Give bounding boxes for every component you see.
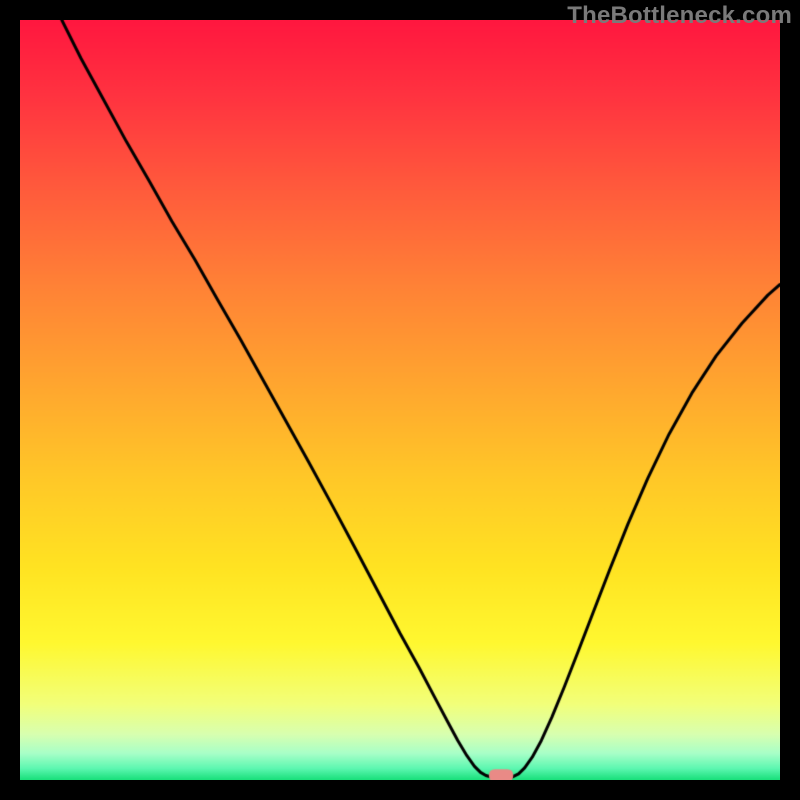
watermark-text: TheBottleneck.com — [567, 2, 792, 30]
figure-frame: TheBottleneck.com — [0, 0, 800, 800]
chart-canvas — [20, 20, 780, 780]
plot-area — [20, 20, 780, 780]
